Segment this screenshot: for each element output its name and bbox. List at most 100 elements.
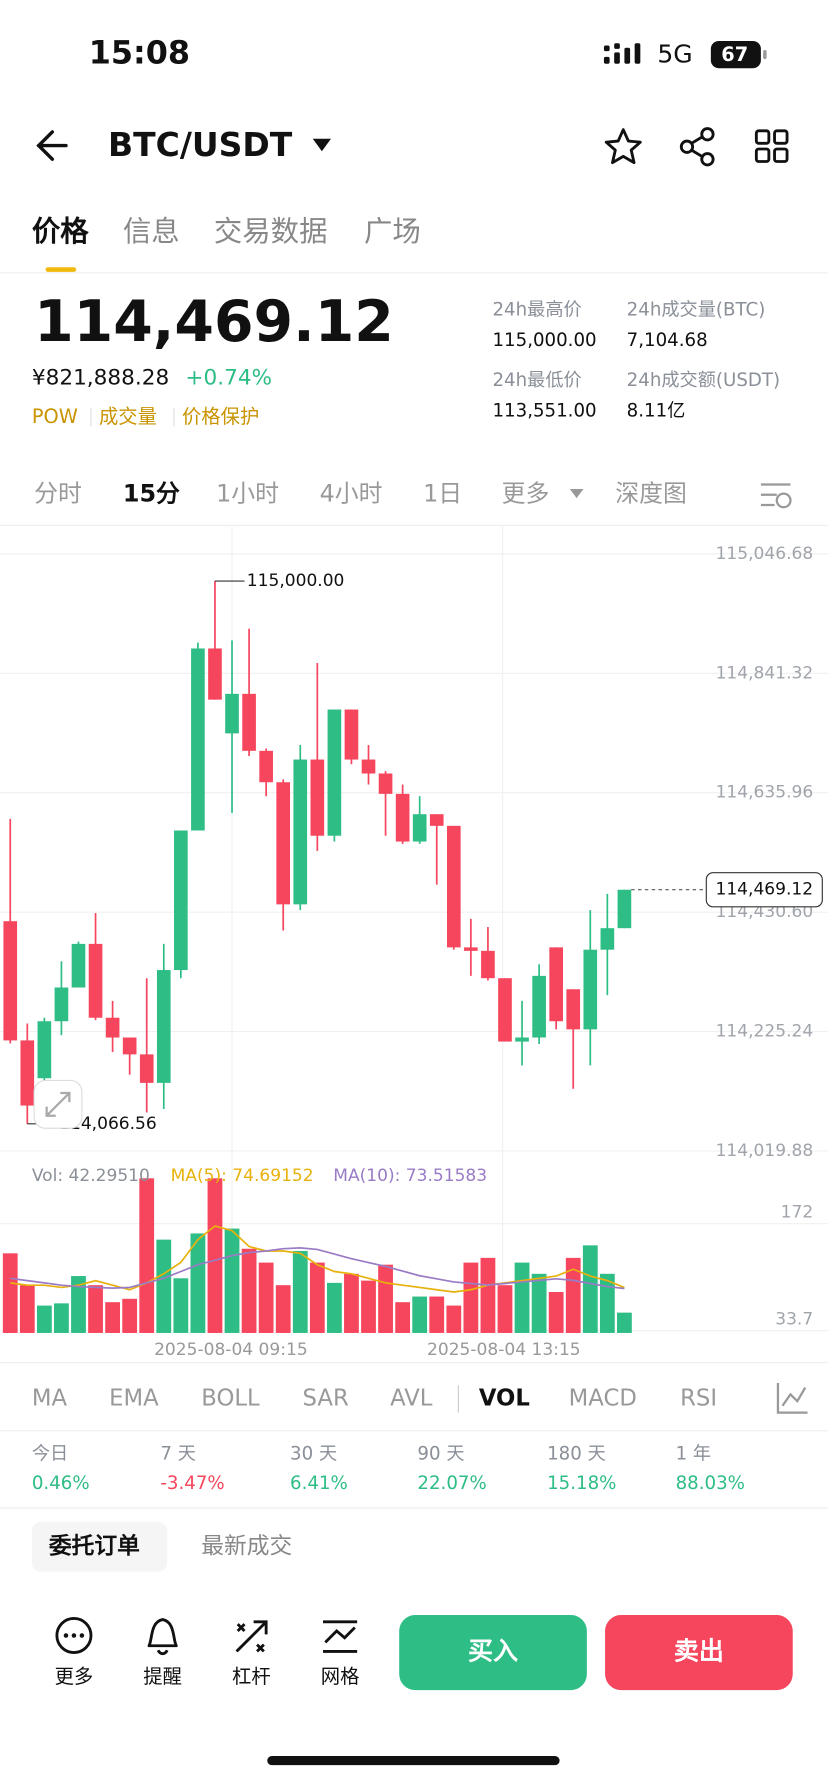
indicator-tab[interactable]: MACD: [569, 1385, 637, 1411]
tab[interactable]: 交易数据: [214, 215, 328, 248]
bottom-item[interactable]: 网格: [321, 1665, 360, 1688]
x-tick-label: 2025-08-04 13:15: [427, 1340, 581, 1360]
volume-bar: [514, 1262, 530, 1333]
tab[interactable]: 价格: [32, 215, 89, 248]
last-price-label: 114,469.12: [715, 880, 813, 900]
more-dropdown[interactable]: [569, 489, 584, 499]
candle-body: [88, 943, 103, 1018]
more-icon[interactable]: [55, 1617, 93, 1654]
bottom-item[interactable]: 更多: [55, 1665, 94, 1688]
interval-tab[interactable]: 深度图: [615, 480, 687, 508]
battery: [710, 40, 761, 69]
volume-bar: [326, 1282, 342, 1333]
sell-button[interactable]: [605, 1615, 793, 1691]
indicator-tab[interactable]: SAR: [303, 1385, 349, 1411]
leverage-icon[interactable]: [235, 1620, 268, 1653]
volume-bar: [395, 1302, 411, 1333]
stat-value: 115,000.00: [492, 330, 596, 351]
period-change: -3.47%: [160, 1473, 224, 1494]
interval-tab[interactable]: 1小时: [216, 480, 279, 508]
volume-bar: [19, 1285, 35, 1333]
candle-body: [378, 773, 393, 794]
price-change: +0.74%: [185, 366, 272, 391]
volume-bar: [429, 1296, 445, 1333]
battery-level: 67: [721, 43, 748, 66]
volume-bar: [105, 1302, 120, 1333]
sell-label: 卖出: [674, 1637, 724, 1666]
tab[interactable]: 广场: [364, 215, 421, 248]
candle-body: [139, 1054, 154, 1083]
candle-body: [191, 648, 205, 831]
period-label: 今日: [32, 1444, 68, 1465]
volume-bar: [139, 1178, 155, 1333]
volume-bar: [71, 1276, 86, 1333]
volume-bar: [497, 1285, 513, 1333]
volume-bar: [190, 1233, 206, 1333]
pair-title[interactable]: BTC/USDT: [108, 125, 293, 164]
volume-bar: [275, 1285, 291, 1333]
bottom-item[interactable]: 杠杆: [232, 1665, 271, 1688]
legend-entry: MA(10): 73.51583: [333, 1166, 487, 1186]
back-button[interactable]: [36, 130, 68, 161]
period-change: 22.07%: [417, 1473, 486, 1494]
period-label: 180 天: [547, 1444, 606, 1465]
menu-button[interactable]: [754, 129, 789, 163]
y-tick-label: 115,046.68: [716, 544, 814, 564]
interval-tab[interactable]: 更多: [502, 480, 550, 508]
candle-body: [293, 759, 308, 905]
home-indicator: [267, 1756, 560, 1766]
volume-bar: [565, 1257, 581, 1333]
period-change: 6.41%: [290, 1473, 348, 1494]
share-button[interactable]: [679, 127, 715, 167]
volume-bar: [480, 1257, 496, 1333]
candle-body: [549, 947, 563, 1022]
volume-bar: [258, 1262, 274, 1333]
tag[interactable]: POW: [32, 405, 78, 428]
volume-bar: [446, 1305, 462, 1333]
period-label: 1 年: [676, 1444, 712, 1465]
interval-tab[interactable]: 1日: [423, 480, 462, 508]
tag[interactable]: 价格保护: [182, 405, 259, 428]
interval-tab[interactable]: 4小时: [320, 480, 383, 508]
order-tab[interactable]: 委托订单: [48, 1533, 140, 1559]
candle-body: [566, 989, 581, 1030]
annotation-label: 114,066.56: [59, 1114, 157, 1134]
period-label: 30 天: [290, 1444, 337, 1465]
volume-bar: [463, 1262, 479, 1333]
cny-price: ¥821,888.28: [32, 366, 169, 391]
volume-bar: [344, 1273, 359, 1333]
indicator-tab[interactable]: BOLL: [201, 1385, 260, 1411]
volume-bar: [36, 1305, 52, 1333]
volume-bar: [122, 1298, 138, 1333]
indicator-tab[interactable]: MA: [32, 1385, 68, 1411]
interval-tab[interactable]: 分时: [34, 480, 82, 508]
indicator-tab[interactable]: EMA: [109, 1385, 159, 1411]
candle-body: [617, 889, 632, 929]
bottom-item[interactable]: 提醒: [143, 1665, 182, 1688]
indicator-settings[interactable]: [776, 1383, 808, 1414]
candle-body: [3, 921, 18, 1041]
alert-icon[interactable]: [147, 1618, 178, 1656]
period-label: 90 天: [417, 1444, 464, 1465]
buy-button[interactable]: [399, 1615, 587, 1691]
candle-body: [515, 1037, 529, 1042]
chart-settings[interactable]: [760, 483, 792, 509]
order-tab[interactable]: 最新成交: [201, 1533, 292, 1559]
period-change: 88.03%: [676, 1473, 745, 1494]
indicator-tab[interactable]: AVL: [390, 1385, 433, 1411]
pair-dropdown[interactable]: [312, 138, 331, 152]
indicator-tab[interactable]: VOL: [479, 1385, 530, 1411]
status-time: 15:08: [89, 34, 190, 72]
indicator-tab[interactable]: RSI: [680, 1385, 717, 1411]
volume-bar: [378, 1264, 393, 1333]
stat-value: 8.11亿: [627, 401, 686, 422]
tag[interactable]: 成交量: [99, 405, 157, 428]
grid-icon[interactable]: [323, 1620, 358, 1653]
interval-tab[interactable]: 15分: [123, 480, 180, 508]
candle-body: [429, 814, 444, 826]
ma-line: [10, 1225, 625, 1293]
favorite-button[interactable]: [604, 128, 642, 165]
tab[interactable]: 信息: [123, 215, 180, 248]
